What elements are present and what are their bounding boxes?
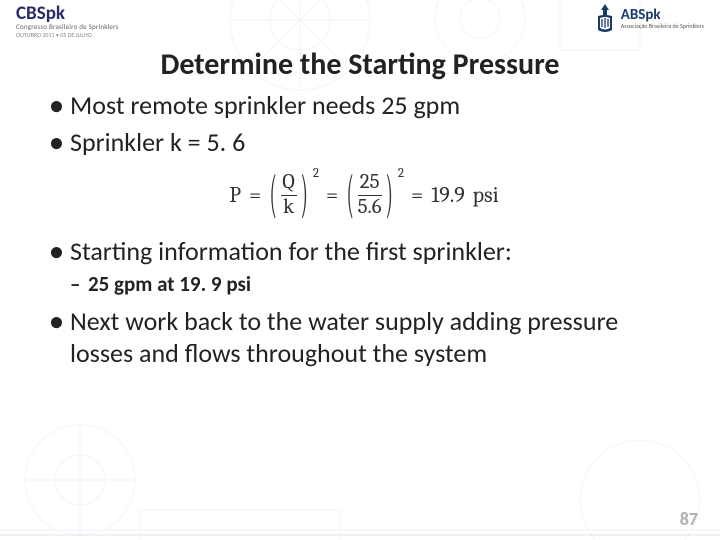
right-paren-icon: ) xyxy=(300,168,307,221)
page-number: 87 xyxy=(680,508,698,530)
brand-left-subtitle: Congresso Brasileiro de Sprinklers xyxy=(16,23,119,30)
formula: P = ( Q k ) 2 = ( 25 5.6 ) 2 = xyxy=(229,172,499,219)
formula-lhs: P xyxy=(229,182,241,208)
paren-group-2: ( 25 5.6 ) 2 xyxy=(346,172,403,219)
sprinkler-icon xyxy=(592,4,618,32)
footer-divider xyxy=(0,534,720,536)
brand-right-subtitle: Associação Brasileira de Sprinklers xyxy=(621,23,704,29)
logo-right: ABSpk Associação Brasileira de Sprinkler… xyxy=(592,4,704,32)
exponent: 2 xyxy=(398,166,404,181)
fraction-1: Q k xyxy=(278,172,300,219)
fraction-den: 5.6 xyxy=(358,195,382,219)
exponent: 2 xyxy=(313,166,319,181)
equals-sign: = xyxy=(409,182,425,208)
bullet-list-3: Next work back to the water supply addin… xyxy=(48,305,680,370)
slide-content: Most remote sprinkler needs 25 gpm Sprin… xyxy=(0,89,720,370)
right-paren-icon: ) xyxy=(385,168,392,221)
bullet-item: Next work back to the water supply addin… xyxy=(48,305,680,370)
fraction-2: 25 5.6 xyxy=(355,172,385,219)
formula-result: 19.9 psi xyxy=(431,182,499,208)
formula-block: P = ( Q k ) 2 = ( 25 5.6 ) 2 = xyxy=(48,172,680,219)
equals-sign: = xyxy=(247,182,263,208)
bullet-list-2: Starting information for the first sprin… xyxy=(48,235,680,268)
bullet-item: Most remote sprinkler needs 25 gpm xyxy=(48,89,680,122)
equals-sign: = xyxy=(324,182,340,208)
sub-bullet-item: 25 gpm at 19. 9 psi xyxy=(48,271,680,298)
logo-left: CBSpk Congresso Brasileiro de Sprinklers… xyxy=(16,4,119,38)
result-unit: psi xyxy=(473,182,499,208)
paren-group-1: ( Q k ) 2 xyxy=(269,172,318,219)
bullet-item: Starting information for the first sprin… xyxy=(48,235,680,268)
slide-header: CBSpk Congresso Brasileiro de Sprinklers… xyxy=(0,0,720,44)
fraction-num: Q xyxy=(282,172,295,195)
left-paren-icon: ( xyxy=(347,168,354,221)
sub-bullet-list: 25 gpm at 19. 9 psi xyxy=(48,271,680,298)
brand-left-date: OUTUBRO 2011 • 05 DE JULHO xyxy=(16,32,119,38)
brand-right: ABSpk xyxy=(621,8,704,23)
result-value: 19.9 xyxy=(431,182,465,208)
bullet-item: Sprinkler k = 5. 6 xyxy=(48,126,680,159)
left-paren-icon: ( xyxy=(270,168,277,221)
fraction-den: k xyxy=(281,195,297,219)
bullet-list-1: Most remote sprinkler needs 25 gpm Sprin… xyxy=(48,89,680,158)
brand-left: CBSpk xyxy=(16,4,119,23)
slide-title: Determine the Starting Pressure xyxy=(0,44,720,89)
fraction-num: 25 xyxy=(360,172,380,195)
